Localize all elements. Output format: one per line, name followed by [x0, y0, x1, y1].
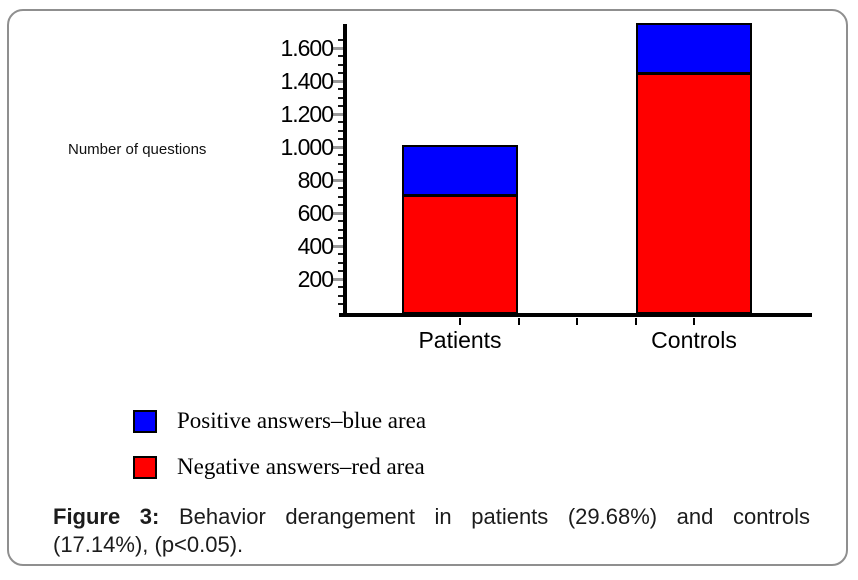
y-tick-label: 200	[297, 266, 334, 292]
y-minor-tick	[338, 104, 343, 107]
bar-controls	[636, 23, 752, 314]
legend-swatch-positive-blue	[133, 410, 157, 433]
y-minor-tick	[338, 228, 343, 231]
x-minor-tick	[576, 318, 578, 325]
y-minor-tick	[338, 187, 343, 190]
y-minor-tick	[338, 286, 343, 289]
y-minor-tick	[338, 253, 343, 256]
bar-segment-controls-positive	[638, 25, 750, 76]
y-minor-tick	[338, 154, 343, 157]
y-minor-tick	[338, 195, 343, 198]
y-axis-title: Number of questions	[68, 141, 207, 158]
y-tick-label: 1.000	[280, 134, 334, 160]
y-minor-tick	[338, 71, 343, 74]
y-minor-tick	[338, 269, 343, 272]
y-major-tick	[333, 145, 343, 149]
y-major-tick	[333, 46, 343, 50]
y-major-tick	[333, 112, 343, 116]
y-major-tick	[333, 79, 343, 83]
y-minor-tick	[338, 203, 343, 206]
y-axis-line	[343, 24, 347, 317]
y-tick-label: 1.600	[280, 35, 334, 61]
y-tick-label: 1.200	[280, 101, 334, 127]
caption-line-1-text: Behavior derangement in patients (29.68%…	[178, 504, 810, 529]
y-major-tick	[333, 211, 343, 215]
y-minor-tick	[338, 121, 343, 124]
y-minor-tick	[338, 294, 343, 297]
x-category-label-controls: Controls	[651, 327, 737, 353]
figure-border	[7, 9, 848, 566]
y-minor-tick	[338, 162, 343, 165]
bar-segment-patients-positive	[404, 147, 516, 198]
y-minor-tick	[338, 88, 343, 91]
figure-caption: Figure 3: Behavior derangement in patien…	[53, 503, 810, 559]
legend-label-positive: Positive answers–blue area	[177, 408, 427, 433]
y-minor-tick	[338, 55, 343, 58]
y-minor-tick	[338, 63, 343, 66]
x-tick-controls	[693, 318, 695, 325]
legend-label-negative: Negative answers–red area	[177, 454, 425, 479]
y-minor-tick	[338, 137, 343, 140]
y-minor-tick	[338, 38, 343, 41]
y-major-tick	[333, 277, 343, 281]
legend-swatch-negative-red	[133, 456, 157, 479]
x-tick-patients	[459, 318, 461, 325]
y-minor-tick	[338, 129, 343, 132]
y-minor-tick	[338, 96, 343, 99]
y-tick-label: 400	[297, 233, 334, 259]
caption-line-1: Figure 3: Behavior derangement in patien…	[53, 503, 810, 531]
y-tick-label: 600	[297, 200, 334, 226]
x-category-label-patients: Patients	[418, 327, 502, 353]
y-minor-tick	[338, 261, 343, 264]
y-tick-label: 1.400	[280, 68, 334, 94]
caption-figure-number: Figure 3:	[53, 504, 160, 529]
y-minor-tick	[338, 302, 343, 305]
x-minor-tick	[634, 318, 637, 325]
y-minor-tick	[338, 236, 343, 239]
y-tick-label: 800	[297, 167, 334, 193]
y-major-tick	[333, 178, 343, 182]
x-axis-line	[339, 313, 812, 317]
bar-patients	[402, 145, 518, 314]
caption-line-2: (17.14%), (p<0.05).	[53, 532, 244, 557]
y-major-tick	[333, 244, 343, 248]
y-minor-tick	[338, 170, 343, 173]
y-minor-tick	[338, 220, 343, 223]
x-minor-tick	[517, 318, 520, 325]
